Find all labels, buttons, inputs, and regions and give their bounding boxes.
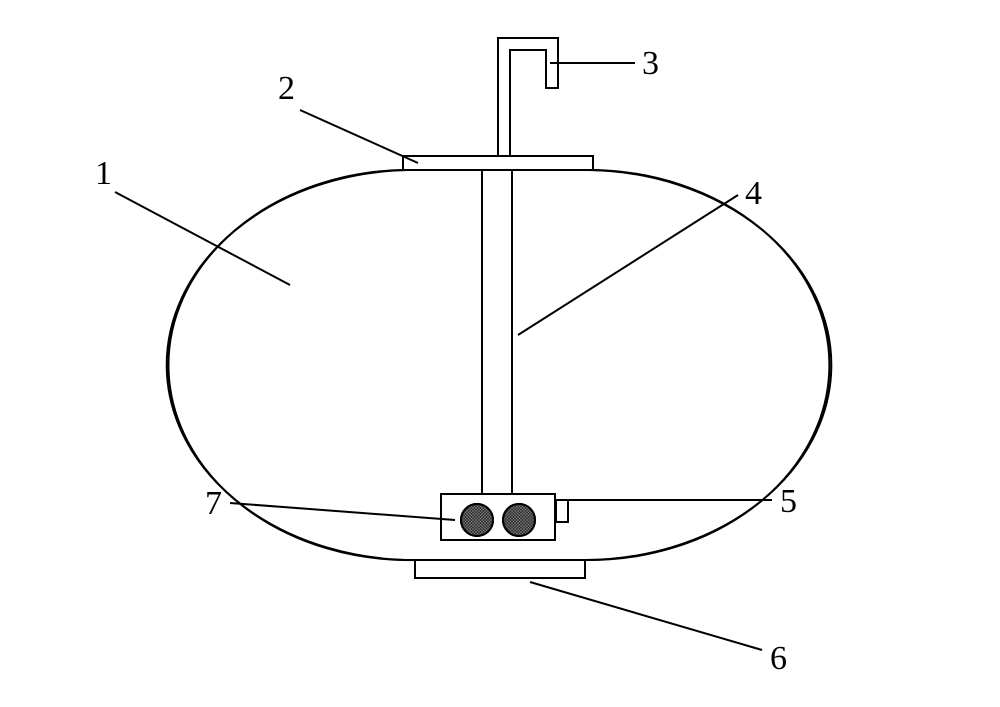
diagram-canvas bbox=[0, 0, 1000, 707]
label-4: 4 bbox=[745, 175, 762, 213]
label-7: 7 bbox=[205, 485, 222, 523]
label-6: 6 bbox=[770, 640, 787, 678]
label-3: 3 bbox=[642, 45, 659, 83]
label-5: 5 bbox=[780, 483, 797, 521]
label-2: 2 bbox=[278, 70, 295, 108]
label-1: 1 bbox=[95, 155, 112, 193]
